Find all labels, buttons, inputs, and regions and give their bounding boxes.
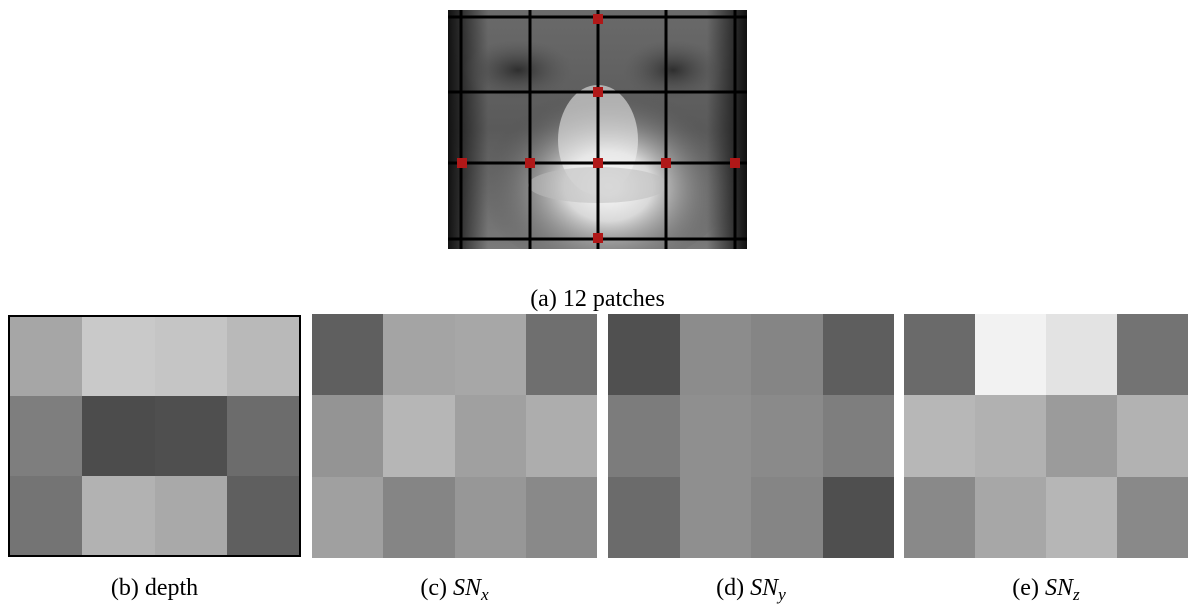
patch-cell [1117, 395, 1188, 477]
patch-cell [822, 314, 894, 396]
depth-patch-grid [8, 315, 301, 557]
patch-cell [383, 314, 455, 396]
caption-d-sub: y [778, 584, 786, 604]
patch-cell [82, 317, 155, 397]
face-depth-image [448, 10, 747, 249]
patch-cell [1046, 476, 1117, 558]
patch-cell [751, 395, 823, 477]
patch-cell [1117, 476, 1188, 558]
landmark-marker [593, 158, 603, 168]
patch-cell [975, 395, 1046, 477]
landmark-marker [593, 14, 603, 24]
landmark-marker [730, 158, 740, 168]
patch-cell [454, 476, 526, 558]
landmark-marker [457, 158, 467, 168]
patch-cell [1046, 314, 1117, 396]
face-grid-figure [448, 10, 747, 249]
patch-cell [679, 395, 751, 477]
caption-e-prefix: (e) [1012, 575, 1045, 601]
caption-b-main: depth [144, 575, 199, 601]
patch-cell [904, 314, 975, 396]
caption-e-sub: z [1072, 584, 1080, 604]
patch-cell [679, 314, 751, 396]
patch-cell [10, 475, 83, 555]
patch-cell [525, 476, 597, 558]
caption-c: (c) SNx [312, 574, 597, 609]
patch-cell [525, 395, 597, 477]
patch-cell [975, 476, 1046, 558]
caption-a: (a) 12 patches [530, 286, 665, 312]
landmark-markers [457, 14, 740, 243]
caption-d: (d) SNy [608, 574, 894, 609]
patch-cell [1117, 314, 1188, 396]
snz-patch-grid [904, 314, 1188, 558]
caption-e: (e) SNz [904, 574, 1188, 609]
landmark-marker [661, 158, 671, 168]
patch-cell [751, 476, 823, 558]
patch-cell [454, 395, 526, 477]
patch-cell [312, 314, 384, 396]
patch-cell [226, 396, 299, 476]
patch-cell [226, 475, 299, 555]
landmark-marker [593, 87, 603, 97]
caption-c-prefix: (c) [420, 575, 453, 601]
patch-cell [822, 476, 894, 558]
patch-cell [82, 396, 155, 476]
caption-c-main: SN [452, 575, 481, 601]
landmark-marker [525, 158, 535, 168]
caption-b: (b) depth [8, 574, 301, 602]
patch-cell [10, 396, 83, 476]
patch-cell [1046, 395, 1117, 477]
patch-cell [822, 395, 894, 477]
patch-cell [608, 476, 680, 558]
patch-cell [226, 317, 299, 397]
patch-cell [975, 314, 1046, 396]
patch-cell [82, 475, 155, 555]
patch-cell [904, 476, 975, 558]
patch-cell [679, 476, 751, 558]
patch-cell [312, 395, 384, 477]
caption-d-prefix: (d) [716, 575, 751, 601]
patch-cell [154, 317, 227, 397]
patch-cell [154, 475, 227, 555]
patch-cell [525, 314, 597, 396]
caption-e-main: SN [1044, 575, 1073, 601]
patch-cell [454, 314, 526, 396]
patch-cell [608, 395, 680, 477]
patch-cell [154, 396, 227, 476]
caption-d-main: SN [750, 575, 779, 601]
sny-patch-grid [608, 314, 894, 558]
patch-cell [383, 395, 455, 477]
caption-c-sub: x [480, 584, 489, 604]
patch-cell [10, 317, 83, 397]
landmark-marker [593, 233, 603, 243]
snx-patch-grid [312, 314, 597, 558]
patch-cell [608, 314, 680, 396]
caption-b-prefix: (b) [110, 575, 145, 601]
patch-cell [312, 476, 384, 558]
patch-cell [751, 314, 823, 396]
patch-cell [383, 476, 455, 558]
patch-cell [904, 395, 975, 477]
